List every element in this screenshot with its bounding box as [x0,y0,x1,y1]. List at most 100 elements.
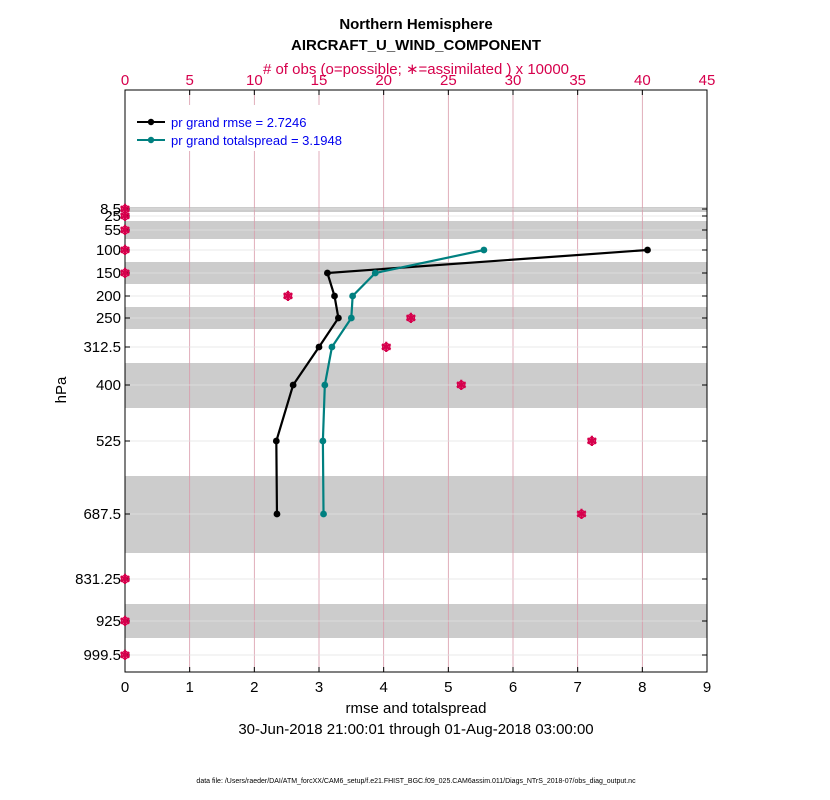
y-tick-label: 250 [96,310,121,327]
legend-box [131,105,357,151]
obs-assimilated-marker: ✱ [119,572,131,588]
x-tick-label: 0 [121,679,129,696]
obs-assimilated-marker: ✱ [119,209,131,225]
top-tick-label: 20 [375,72,392,89]
series-point-totalspread [321,381,329,389]
chart-title: Northern Hemisphere [339,16,492,33]
x-tick-label: 4 [379,679,387,696]
legend-label-totalspread: pr grand totalspread = 3.1948 [171,133,342,148]
obs-assimilated-marker: ✱ [380,340,392,356]
layer-band [125,363,707,408]
series-point-totalspread [320,510,327,518]
layer-band [125,476,707,553]
obs-possible-marker [120,225,130,235]
series-point-rmse [331,292,338,300]
y-tick-label: 100 [96,242,121,259]
top-tick-label: 40 [634,72,651,89]
obs-possible-marker [120,211,130,221]
obs-possible-marker [587,436,597,446]
obs-assimilated-marker: ✱ [576,507,588,523]
obs-possible-marker [577,509,586,519]
obs-possible-marker [283,291,293,301]
y-tick-label: 55 [104,222,121,239]
obs-assimilated-marker: ✱ [405,311,417,327]
plot-frame [124,89,708,673]
x-tick-label: 8 [638,679,646,696]
legend: pr grand rmse = 2.7246 pr grand totalspr… [131,105,357,151]
top-tick-label: 45 [699,72,716,89]
obs-possible-marker [381,342,391,352]
x-tick-label: 5 [444,679,452,696]
obs-possible-marker [120,650,130,660]
y-tick-label: 312.5 [83,339,121,356]
obs-possible-marker [406,313,416,323]
y-tick-label: 25 [104,208,121,225]
date-range: 30-Jun-2018 21:00:01 through 01-Aug-2018… [238,721,593,738]
legend-marker-rmse [147,118,155,126]
top-tick-label: 25 [440,72,457,89]
y-tick-label: 525 [96,433,121,450]
obs-assimilated-marker: ✱ [586,434,598,450]
x-tick-label: 6 [509,679,517,696]
obs-assimilated-marker: ✱ [119,266,131,282]
x-tick-label: 1 [185,679,193,696]
series-point-totalspread [349,292,357,300]
obs-assimilated-marker: ✱ [119,614,131,630]
x-tick-label: 2 [250,679,258,696]
series-point-rmse [289,381,297,389]
series-point-totalspread [371,269,379,277]
y-tick-label: 200 [96,288,121,305]
obs-possible-marker [120,268,130,278]
legend-marker-totalspread [147,136,155,144]
x-tick-label: 7 [573,679,581,696]
y-axis-label: hPa [53,376,70,403]
y-tick-label: 925 [96,613,121,630]
series-line-rmse [275,248,648,515]
footer-data-file: data file: /Users/raeder/DAI/ATM_forcXX/… [196,778,636,785]
top-tick-label: 10 [246,72,263,89]
chart-subtitle: AIRCRAFT_U_WIND_COMPONENT [291,37,541,54]
series-point-rmse [315,343,323,351]
obs-assimilated-marker: ✱ [119,648,131,664]
legend-label-rmse: pr grand rmse = 2.7246 [171,115,307,130]
top-tick-label: 5 [185,72,193,89]
ticks: 0 1 2 3 4 5 6 7 8 90 5 10 15 20 25 30 35 40 458.5255510015… [75,72,715,696]
obs-assimilated-marker: ✱ [119,223,131,239]
series-point-totalspread [328,343,336,351]
y-tick-label: 150 [96,265,121,282]
series-point-rmse [272,437,280,445]
series-point-rmse [324,269,331,277]
obs-assimilated-marker: ✱ [455,378,467,394]
top-axis-label: # of obs (o=possible; ∗=assimilated ) x … [263,61,569,78]
layer-bands [125,207,707,638]
y-tick-label: 999.5 [83,647,121,664]
series-point-rmse [335,314,342,322]
series-point-rmse [273,510,281,518]
obs-assimilated-marker: ✱ [282,289,294,305]
gridlines [125,90,707,672]
obs-assimilated-marker: ✱ [119,202,131,218]
obs-possible-marker [120,245,130,255]
obs-possible-marker [120,616,130,626]
y-tick-label: 831.25 [75,571,121,588]
series-point-totalspread [480,246,488,254]
obs-possible-marker [120,574,130,584]
obs-layer: ✱✱✱✱✱✱✱✱✱✱✱✱✱✱ [119,202,598,664]
y-tick-label: 8.5 [100,201,121,218]
series-point-rmse [644,246,651,254]
x-axis-label: rmse and totalspread [346,700,487,717]
top-tick-label: 30 [505,72,522,89]
top-tick-label: 0 [121,72,129,89]
x-tick-label: 3 [315,679,323,696]
y-tick-label: 687.5 [83,506,121,523]
layer-band [125,207,707,212]
series-line-totalspread [321,248,485,515]
obs-possible-marker [456,380,466,390]
top-tick-label: 15 [311,72,328,89]
y-tick-label: 400 [96,377,121,394]
series-point-totalspread [347,314,355,322]
series-point-totalspread [319,437,327,445]
top-tick-label: 35 [569,72,586,89]
obs-assimilated-marker: ✱ [119,243,131,259]
